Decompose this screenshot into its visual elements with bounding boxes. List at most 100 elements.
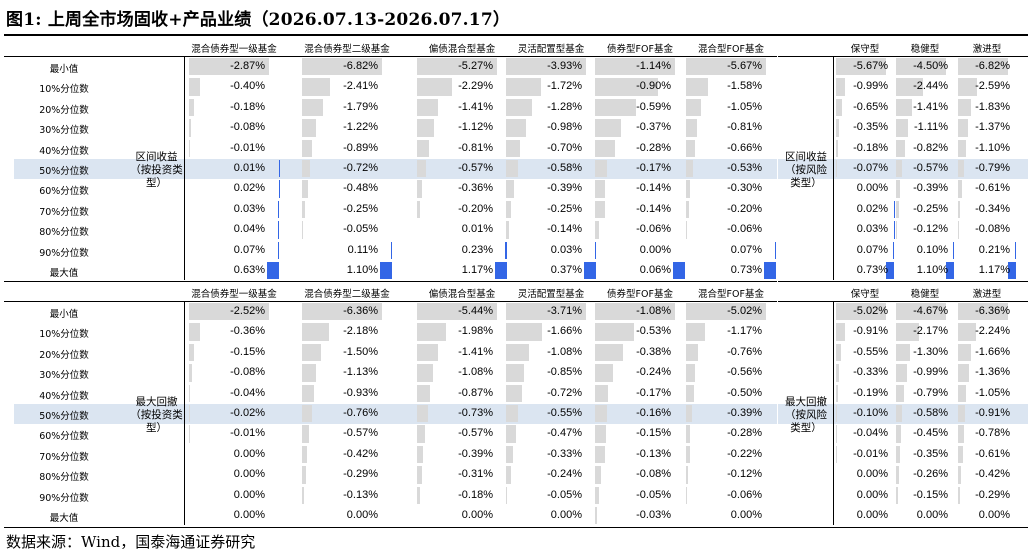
value-cell: -1.05% — [975, 386, 1010, 399]
value-cell: -1.41% — [913, 100, 948, 113]
value-cell: -0.18% — [458, 488, 493, 501]
section-divider — [4, 281, 777, 283]
value-cell: -0.91% — [853, 325, 888, 338]
value-cell: 0.00% — [639, 243, 671, 256]
value-cell: 0.02% — [233, 182, 265, 195]
value-cell: -0.59% — [636, 100, 671, 113]
value-cell: 0.00% — [856, 468, 888, 481]
positive-bar — [390, 241, 392, 259]
value-cell: -0.36% — [458, 182, 493, 195]
negative-bar — [417, 180, 423, 198]
negative-bar — [896, 78, 924, 96]
value-cell: -0.01% — [853, 447, 888, 460]
negative-bar — [417, 98, 439, 117]
negative-bar — [686, 139, 696, 157]
value-cell: -1.11% — [913, 121, 948, 134]
negative-bar — [189, 364, 192, 382]
value-cell: -1.12% — [458, 121, 493, 134]
negative-bar — [595, 200, 605, 219]
value-cell: -0.33% — [853, 366, 888, 379]
value-cell: -0.08% — [230, 366, 265, 379]
value-cell: -0.22% — [727, 447, 762, 460]
negative-bar — [506, 139, 521, 157]
negative-bar — [958, 445, 963, 464]
negative-bar — [836, 98, 842, 117]
negative-bar — [417, 160, 426, 178]
column-header: 保守型 — [850, 44, 880, 55]
value-cell: -0.82% — [913, 141, 948, 154]
value-cell: -0.85% — [547, 366, 582, 379]
group-label: 最大回撤（按投资类型） — [130, 395, 183, 434]
negative-bar — [506, 303, 586, 321]
negative-bar — [189, 303, 269, 321]
negative-bar — [836, 78, 845, 96]
value-cell: -0.06% — [727, 223, 762, 236]
negative-bar — [189, 343, 194, 362]
value-cell: -0.39% — [913, 182, 948, 195]
value-cell: -0.50% — [727, 386, 762, 399]
column-header: 激进型 — [972, 44, 1002, 55]
negative-bar — [506, 445, 514, 464]
value-cell: -0.16% — [636, 407, 671, 419]
row-label: 90%分位数 — [39, 492, 89, 504]
negative-bar — [417, 200, 421, 219]
value-cell: -0.56% — [727, 366, 762, 379]
negative-bar — [686, 384, 694, 402]
negative-bar — [506, 343, 530, 362]
row-label: 最大值 — [49, 268, 79, 279]
value-cell: 0.00% — [856, 182, 888, 195]
column-header: 混合债券型一级基金 — [191, 289, 277, 300]
negative-bar — [836, 303, 886, 321]
value-cell: -4.67% — [913, 305, 948, 317]
value-cell: -1.22% — [343, 121, 378, 134]
positive-bar — [278, 200, 279, 219]
value-cell: -5.02% — [727, 305, 762, 317]
column-header: 稳健型 — [910, 289, 940, 300]
negative-bar — [302, 58, 382, 76]
value-cell: -0.42% — [343, 447, 378, 460]
negative-bar — [836, 119, 840, 137]
value-cell: -1.28% — [547, 100, 582, 113]
negative-bar — [896, 405, 903, 423]
value-cell: 0.63% — [233, 264, 265, 276]
positive-bar — [764, 262, 776, 280]
value-cell: -6.36% — [343, 305, 378, 317]
value-cell: -0.19% — [853, 386, 888, 399]
section-divider — [778, 281, 1028, 283]
value-cell: -0.04% — [230, 386, 265, 399]
negative-bar — [302, 98, 323, 117]
column-header: 混合型FOF基金 — [698, 289, 764, 300]
negative-bar — [958, 323, 976, 341]
source-rule — [4, 527, 1028, 528]
value-cell: -1.10% — [975, 141, 1010, 154]
value-cell: -0.36% — [230, 325, 265, 338]
value-cell: -0.18% — [853, 141, 888, 154]
value-cell: -1.41% — [458, 100, 493, 113]
negative-bar — [417, 486, 420, 504]
value-cell: -0.29% — [975, 488, 1010, 501]
negative-bar — [686, 405, 693, 423]
negative-bar — [595, 343, 624, 362]
value-cell: -0.79% — [975, 162, 1010, 174]
negative-bar — [417, 445, 423, 464]
negative-bar — [896, 98, 912, 117]
value-cell: -2.18% — [343, 325, 378, 338]
value-cell: 0.00% — [233, 447, 265, 460]
value-cell: -0.28% — [727, 427, 762, 440]
negative-bar — [506, 221, 509, 239]
negative-bar — [302, 364, 317, 382]
negative-bar — [302, 445, 308, 464]
negative-bar — [595, 486, 599, 504]
median-row-highlight — [778, 403, 1028, 424]
negative-bar — [302, 200, 305, 219]
value-cell: -0.37% — [636, 121, 671, 134]
negative-bar — [302, 221, 303, 239]
value-cell: -0.57% — [343, 427, 378, 440]
value-cell: -0.15% — [636, 427, 671, 440]
negative-bar — [958, 384, 967, 402]
value-cell: -0.25% — [343, 202, 378, 215]
negative-bar — [595, 180, 605, 198]
negative-bar — [836, 58, 886, 76]
value-cell: -0.93% — [343, 386, 378, 399]
negative-bar — [506, 160, 518, 178]
